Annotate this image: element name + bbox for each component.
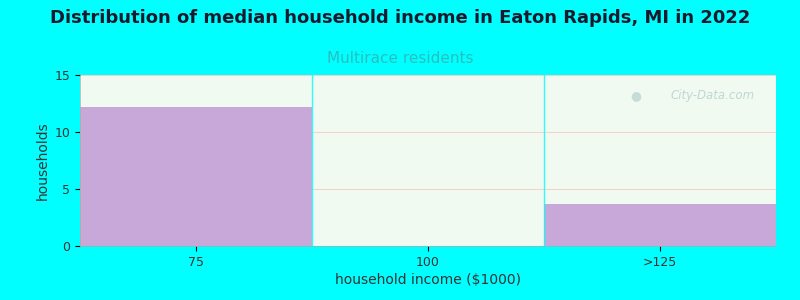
Text: City-Data.com: City-Data.com <box>671 89 755 102</box>
Y-axis label: households: households <box>36 121 50 200</box>
X-axis label: household income ($1000): household income ($1000) <box>335 273 521 287</box>
Text: Distribution of median household income in Eaton Rapids, MI in 2022: Distribution of median household income … <box>50 9 750 27</box>
Text: Multirace residents: Multirace residents <box>326 51 474 66</box>
Text: ●: ● <box>630 89 641 102</box>
Bar <box>544 204 776 246</box>
Bar <box>80 107 312 246</box>
